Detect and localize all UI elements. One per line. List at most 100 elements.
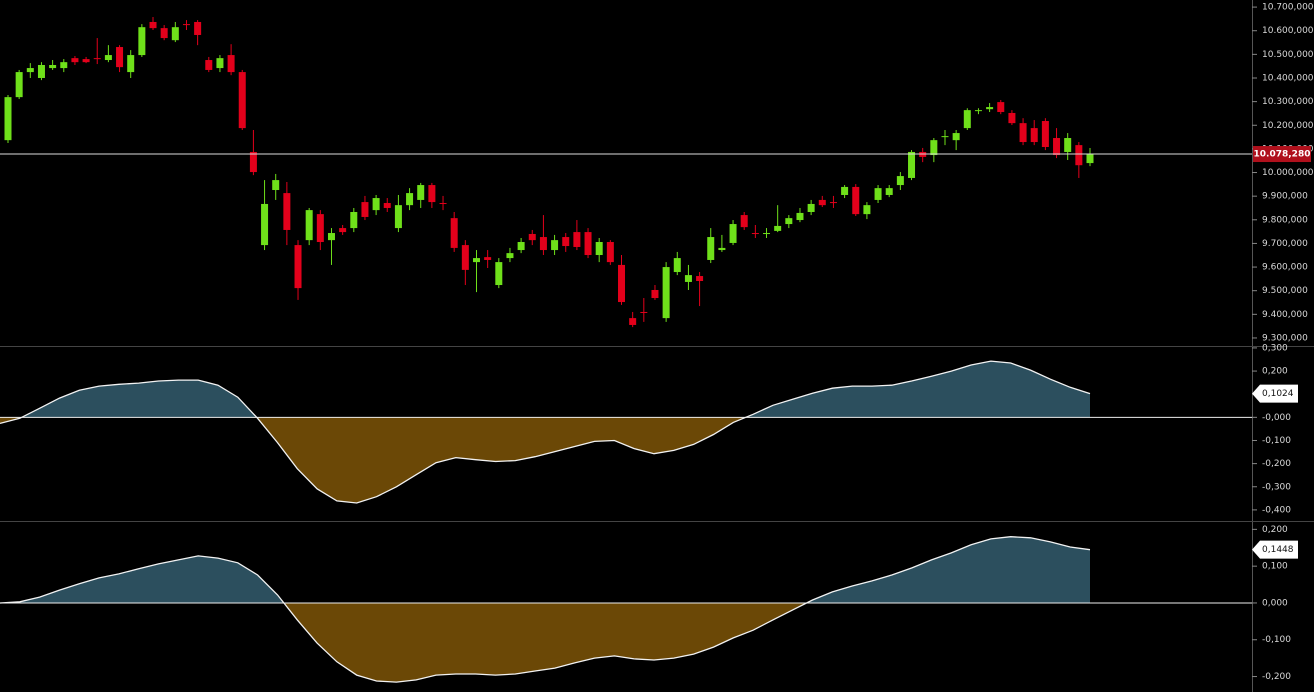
y-tick-label: -0,300 [1262, 482, 1291, 492]
candle-body [818, 199, 826, 206]
y-tick-label: 0,000 [1262, 598, 1288, 608]
candle-body [15, 72, 23, 98]
y-tick-label: 10.000,000 [1262, 168, 1314, 178]
candle-body [104, 55, 112, 61]
candle-body [350, 211, 358, 229]
candle-body [974, 110, 982, 112]
candle-body [439, 203, 447, 205]
candle-body [785, 218, 793, 225]
candle-body [506, 253, 514, 259]
last-price-label: 10.078,280 [1254, 150, 1311, 160]
candle-body [417, 185, 425, 200]
candle-body [584, 232, 592, 256]
candle-body [406, 193, 414, 206]
candle-body [461, 245, 469, 270]
candle-body [885, 188, 893, 195]
y-tick-label: -0,000 [1262, 413, 1291, 423]
candle-body [696, 276, 704, 282]
candle-body [160, 28, 168, 39]
candle-body [372, 198, 380, 211]
candle-body [740, 215, 748, 228]
candle-body [595, 242, 603, 256]
candle-body [997, 102, 1005, 113]
candle-body [707, 237, 715, 260]
y-tick-label: 0,300 [1262, 343, 1288, 353]
y-tick-label: 10.300,000 [1262, 97, 1314, 107]
candle-body [283, 193, 291, 230]
area-negative [0, 417, 746, 503]
candle-body [629, 318, 637, 325]
candle-body [216, 58, 224, 69]
last-value-label: 0,1448 [1262, 545, 1294, 555]
candle-body [517, 242, 525, 251]
y-tick-label: 9.900,000 [1262, 192, 1308, 202]
candle-body [272, 180, 280, 191]
candle-body [852, 186, 860, 215]
candle-body [194, 21, 202, 35]
candle-body [562, 237, 570, 247]
last-value-box [1252, 384, 1298, 403]
candle-body [874, 188, 882, 200]
candle-body [171, 27, 179, 41]
candle-body [606, 242, 614, 263]
candle-body [71, 58, 79, 63]
y-tick-label: 9.400,000 [1262, 310, 1308, 320]
area-positive [0, 536, 1090, 603]
candle-body [930, 140, 938, 156]
candle-body [908, 151, 916, 178]
candle-body [82, 59, 90, 63]
candle-body [339, 228, 347, 233]
y-tick-label: 0,200 [1262, 525, 1288, 535]
candle-body [573, 232, 581, 247]
candle-body [428, 185, 436, 203]
y-tick-label: -0,200 [1262, 459, 1291, 469]
candle-body [729, 224, 737, 243]
y-tick-label: 10.200,000 [1262, 121, 1314, 131]
candle-body [327, 233, 335, 241]
candle-body [718, 247, 726, 251]
y-tick-label: -0,100 [1262, 635, 1291, 645]
candle-body [37, 64, 45, 78]
y-tick-label: 10.700,000 [1262, 3, 1314, 13]
area-negative [0, 602, 807, 683]
candle-body [484, 257, 492, 260]
candle-body [963, 110, 971, 129]
candle-body [383, 203, 391, 208]
candle-body [394, 205, 402, 229]
oscillator-line [0, 536, 1091, 683]
candle-body [528, 233, 536, 241]
candle-body [182, 24, 190, 26]
candle-body [1064, 138, 1072, 152]
candle-body [294, 245, 302, 289]
candle-body [60, 62, 68, 69]
y-tick-label: 0,100 [1262, 562, 1288, 572]
y-tick-label: 9.500,000 [1262, 286, 1308, 296]
candle-body [450, 218, 458, 248]
candle-body [829, 202, 837, 204]
candle-body [472, 258, 480, 263]
candle-body [618, 264, 626, 303]
candle-body [807, 203, 815, 212]
y-tick-label: -0,200 [1262, 672, 1291, 682]
candle-body [896, 176, 904, 186]
candle-body [49, 64, 57, 69]
candle-body [952, 133, 960, 141]
candle-body [1019, 123, 1027, 143]
y-tick-label: 0,200 [1262, 367, 1288, 377]
candle-body [238, 72, 246, 129]
y-tick-label: 10.400,000 [1262, 73, 1314, 83]
last-value-label: 0,1024 [1262, 389, 1294, 399]
candle-body [763, 233, 771, 235]
candle-body [1041, 121, 1049, 148]
y-tick-label: 10.600,000 [1262, 26, 1314, 36]
candle-body [205, 60, 213, 70]
candle-body [640, 311, 648, 313]
candle-body [127, 55, 135, 73]
candle-body [796, 212, 804, 221]
candle-body [986, 107, 994, 110]
last-price-box [1253, 146, 1311, 163]
area-positive [0, 361, 1090, 418]
y-tick-label: -0,100 [1262, 436, 1291, 446]
